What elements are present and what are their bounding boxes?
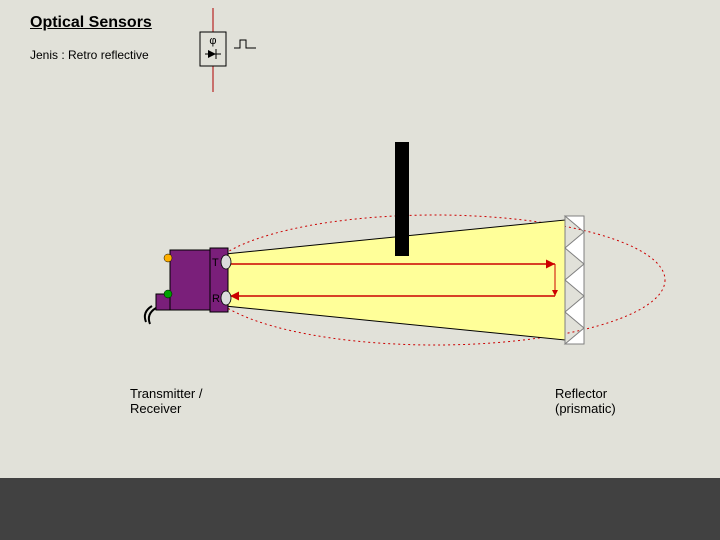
transmitter-receiver-label: Transmitter / Receiver bbox=[130, 386, 202, 416]
obstacle-bar bbox=[395, 142, 409, 256]
transmitter-t-label: T bbox=[212, 257, 219, 269]
receiver-lens bbox=[221, 291, 231, 305]
prismatic-reflector bbox=[565, 216, 584, 344]
reflector-line1: Reflector bbox=[555, 386, 607, 401]
reflector-line2: (prismatic) bbox=[555, 401, 616, 416]
transmitter-receiver-line1: Transmitter / bbox=[130, 386, 202, 401]
status-led-green bbox=[164, 290, 172, 298]
reflector-label: Reflector (prismatic) bbox=[555, 386, 616, 416]
transmitter-lens bbox=[221, 255, 231, 269]
page-root: Optical Sensors Jenis : Retro reflective… bbox=[0, 0, 720, 540]
status-led-amber bbox=[164, 254, 172, 262]
transmitter-receiver-line2: Receiver bbox=[130, 401, 181, 416]
diagram-svg: φ T R bbox=[0, 0, 720, 540]
schematic-phi-label: φ bbox=[209, 35, 216, 47]
receiver-r-label: R bbox=[212, 293, 220, 305]
light-beam bbox=[215, 220, 565, 340]
pulse-icon bbox=[234, 40, 256, 48]
